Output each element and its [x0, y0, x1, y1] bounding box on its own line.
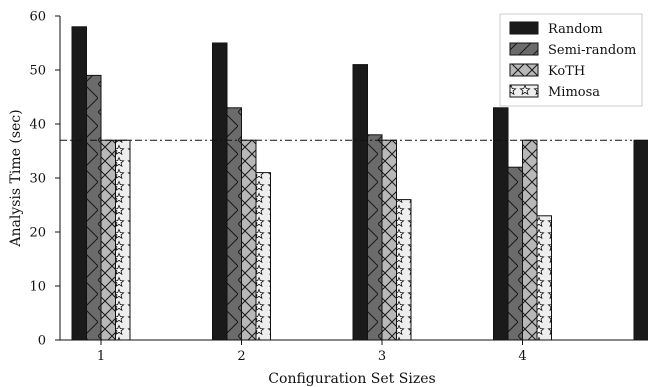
legend-swatch-koth: [509, 63, 539, 77]
legend-swatch-mimosa: [509, 84, 539, 98]
y-tick-label: 50: [29, 64, 46, 79]
bar-mimosa: [396, 199, 412, 341]
legend-label: Random: [548, 22, 603, 37]
legend-label: Mimosa: [548, 85, 600, 100]
bar-random: [493, 107, 509, 341]
x-ticks: 12345: [97, 340, 527, 364]
x-tick-label: 1: [97, 349, 105, 364]
y-tick-label: 60: [29, 10, 46, 25]
x-axis-label: Configuration Set Sizes: [268, 371, 435, 387]
bar-mimosa: [115, 139, 131, 341]
bar-semi-random: [226, 107, 242, 341]
bar-random: [352, 64, 368, 341]
bar-semi-random: [367, 134, 383, 341]
legend-swatch-random: [509, 21, 539, 35]
bar-random: [71, 26, 87, 341]
bar-random: [633, 139, 648, 341]
y-tick-label: 40: [29, 118, 46, 133]
y-tick-label: 0: [38, 334, 46, 349]
y-axis-label: Analysis Time (sec): [8, 109, 24, 247]
legend-label: Semi-random: [548, 43, 636, 58]
bar-random: [212, 42, 228, 341]
bar-mimosa: [255, 172, 271, 341]
y-tick-label: 30: [29, 172, 46, 187]
y-tick-label: 20: [29, 226, 46, 241]
y-ticks: 0 10 20 30 40 50 60: [29, 10, 60, 349]
x-tick-label: 4: [518, 349, 526, 364]
bar-mimosa: [536, 215, 552, 341]
legend: Random Semi-random KoTH Mimosa: [499, 13, 643, 107]
x-tick-label: 3: [378, 349, 386, 364]
legend-swatch-semi-random: [509, 42, 539, 56]
bar-koth: [100, 139, 116, 341]
bar-koth: [241, 139, 257, 341]
bar-semi-random: [507, 166, 523, 341]
bar-semi-random: [86, 74, 102, 341]
bars: [71, 26, 648, 341]
y-tick-label: 10: [29, 280, 46, 295]
bar-koth: [522, 139, 538, 341]
legend-label: KoTH: [548, 64, 585, 79]
bar-koth: [381, 139, 397, 341]
x-tick-label: 2: [237, 349, 245, 364]
